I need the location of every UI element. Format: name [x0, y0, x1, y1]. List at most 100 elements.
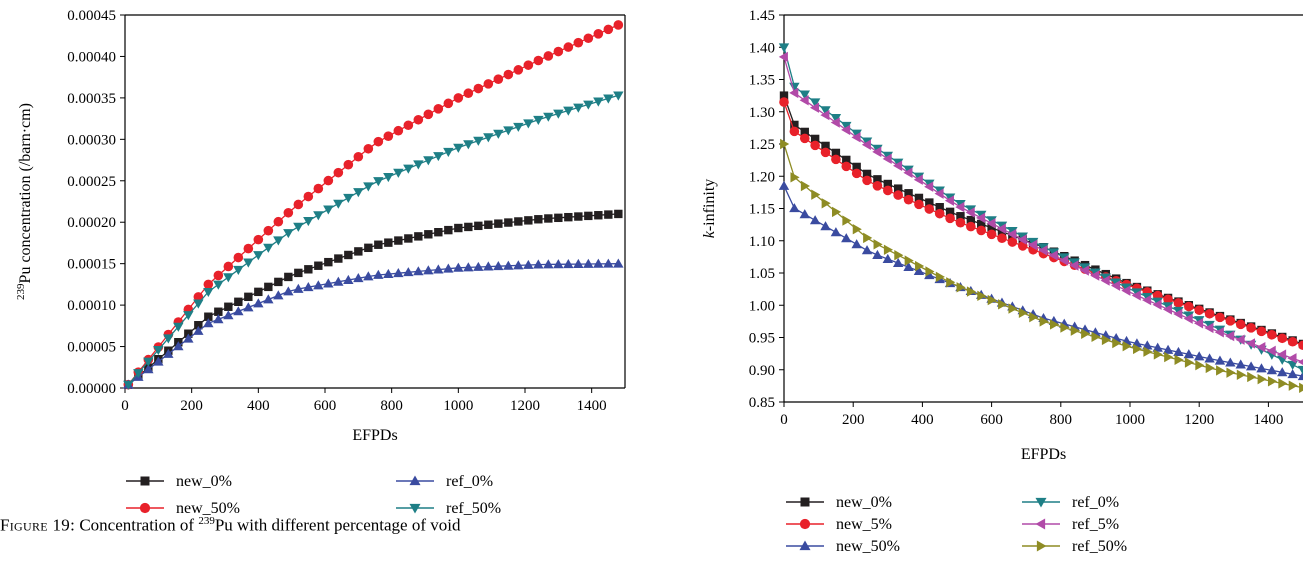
data-point [323, 205, 334, 215]
data-point [986, 229, 997, 240]
data-point [573, 103, 584, 113]
data-point [203, 318, 214, 328]
data-point [603, 258, 614, 268]
data-point [314, 261, 323, 270]
y-tick-label: 1.40 [749, 40, 775, 56]
data-point [883, 244, 893, 255]
data-point [343, 159, 354, 170]
legend-item: ref_50% [1022, 538, 1127, 555]
data-point [434, 228, 443, 237]
data-point [163, 334, 174, 344]
data-point [1027, 239, 1038, 251]
data-point [924, 204, 935, 214]
x-tick-label: 1400 [1253, 412, 1283, 428]
data-point [323, 278, 334, 288]
data-point [1162, 344, 1174, 354]
data-point [243, 302, 254, 312]
data-point [204, 312, 213, 321]
data-point [1277, 349, 1287, 360]
data-point [293, 283, 304, 293]
y-tick-label: 0.85 [749, 395, 775, 411]
data-point [1235, 359, 1246, 369]
data-point [1173, 298, 1184, 308]
series-ref_0% [123, 258, 624, 389]
data-point [863, 232, 873, 244]
data-point [810, 140, 820, 151]
data-point [283, 207, 294, 218]
data-point [194, 321, 203, 330]
data-point [533, 115, 544, 125]
data-point [1247, 371, 1257, 383]
data-point [1299, 382, 1303, 394]
legend-label: new_50% [836, 538, 900, 555]
data-point [1174, 354, 1184, 366]
data-point [1079, 265, 1089, 276]
legend-marker [799, 540, 811, 551]
data-point [464, 222, 473, 232]
data-point [463, 88, 474, 99]
data-point [343, 274, 354, 284]
data-point [444, 225, 453, 235]
data-point [830, 114, 842, 124]
data-point [244, 292, 253, 302]
y-tick-label: 0.00005 [67, 340, 116, 356]
data-point [1008, 303, 1018, 314]
data-point [925, 198, 934, 207]
data-point [373, 136, 384, 147]
data-point [293, 222, 304, 232]
data-point [544, 214, 553, 223]
y-tick-label: 0.00020 [67, 215, 116, 231]
data-point [404, 234, 413, 243]
data-point [153, 356, 164, 366]
data-point [1214, 327, 1224, 338]
data-point [403, 267, 414, 277]
data-point [1266, 345, 1276, 357]
legend-label: ref_0% [446, 473, 493, 490]
data-point [913, 265, 925, 276]
data-point [1038, 245, 1048, 256]
data-point [1215, 312, 1225, 323]
data-point [1112, 337, 1122, 349]
data-point [274, 277, 283, 287]
data-point [403, 164, 414, 174]
x-tick-label: 400 [247, 398, 270, 414]
data-point [484, 220, 493, 229]
x-axis-label: EFPDs [352, 427, 397, 444]
series-line [783, 95, 1303, 345]
data-point [903, 261, 914, 272]
data-point [333, 199, 344, 209]
data-point [820, 147, 831, 158]
data-point [133, 369, 144, 379]
data-point [603, 94, 614, 104]
data-point [904, 255, 914, 266]
data-point [1195, 360, 1205, 371]
data-point [1100, 275, 1110, 286]
y-tick-label: 1.25 [749, 137, 775, 153]
data-point [966, 221, 976, 232]
legend-label: new_0% [836, 494, 892, 511]
data-point [1225, 330, 1235, 342]
x-tick-label: 200 [180, 398, 203, 414]
data-point [413, 114, 424, 125]
data-point [1059, 255, 1069, 266]
data-point [1122, 340, 1132, 352]
data-point [831, 154, 841, 165]
data-point [1216, 365, 1226, 376]
data-point [861, 245, 873, 255]
data-point [394, 236, 403, 245]
data-point [1091, 331, 1101, 343]
data-point [1090, 270, 1100, 281]
data-point [1029, 311, 1039, 323]
data-point [333, 167, 344, 178]
data-point [223, 261, 234, 272]
data-point [303, 191, 314, 202]
data-point [374, 240, 383, 249]
data-point [264, 282, 273, 292]
y-tick-label: 1.20 [749, 169, 775, 185]
data-point [1007, 228, 1017, 240]
x-tick-label: 200 [842, 412, 865, 428]
series-line [783, 185, 1303, 377]
data-point [613, 91, 624, 101]
data-point [1205, 362, 1215, 374]
data-point [543, 112, 554, 122]
